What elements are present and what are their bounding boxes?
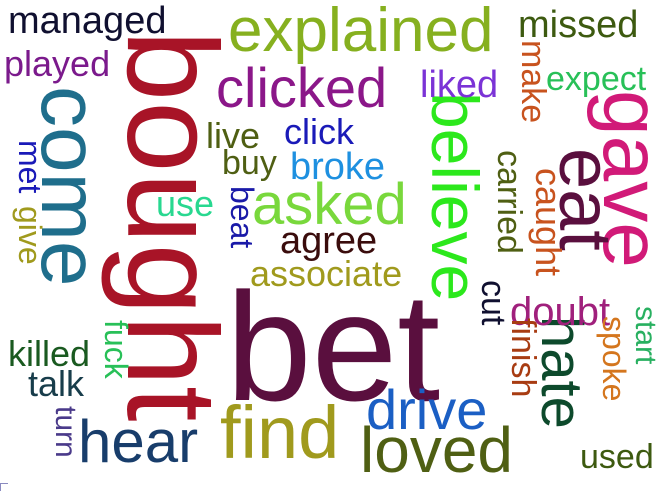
word-managed: managed — [8, 0, 167, 42]
word-find: find — [220, 391, 340, 474]
word-agree: agree — [280, 220, 378, 262]
word-click: click — [284, 111, 354, 152]
word-associate: associate — [250, 253, 403, 294]
word-liked: liked — [420, 64, 499, 106]
corner-mark — [0, 483, 8, 491]
word-drive: drive — [366, 378, 488, 441]
word-turn: turn — [49, 406, 82, 458]
word-live: live — [206, 115, 261, 156]
word-explained: explained — [228, 0, 494, 65]
word-broke: broke — [290, 146, 386, 188]
word-loved: loved — [360, 414, 513, 486]
word-clicked: clicked — [216, 56, 388, 119]
word-carried: carried — [490, 150, 528, 254]
word-start: start — [629, 306, 662, 365]
word-finish: finish — [504, 318, 542, 398]
word-met: met — [12, 140, 48, 194]
word-played: played — [4, 43, 111, 84]
word-missed: missed — [518, 4, 639, 46]
word-hear: hear — [78, 408, 199, 475]
word-doubt: doubt — [510, 290, 611, 334]
word-used: used — [580, 438, 654, 476]
word-killed: killed — [8, 333, 91, 374]
word-caught: caught — [528, 168, 569, 277]
word-beat: beat — [224, 186, 260, 249]
word-give: give — [12, 206, 48, 265]
word-spoke: spoke — [596, 316, 632, 402]
word-asked: asked — [252, 172, 407, 237]
word-make: expect — [546, 60, 647, 98]
word-bet: bet — [226, 261, 441, 433]
word-expect: make — [514, 40, 552, 124]
word-fuck: fuck — [98, 320, 134, 379]
word-believe: believe — [418, 92, 492, 302]
word-use: use — [156, 183, 215, 224]
word-talk: talk — [28, 363, 85, 404]
word-buy: buy — [222, 144, 277, 182]
